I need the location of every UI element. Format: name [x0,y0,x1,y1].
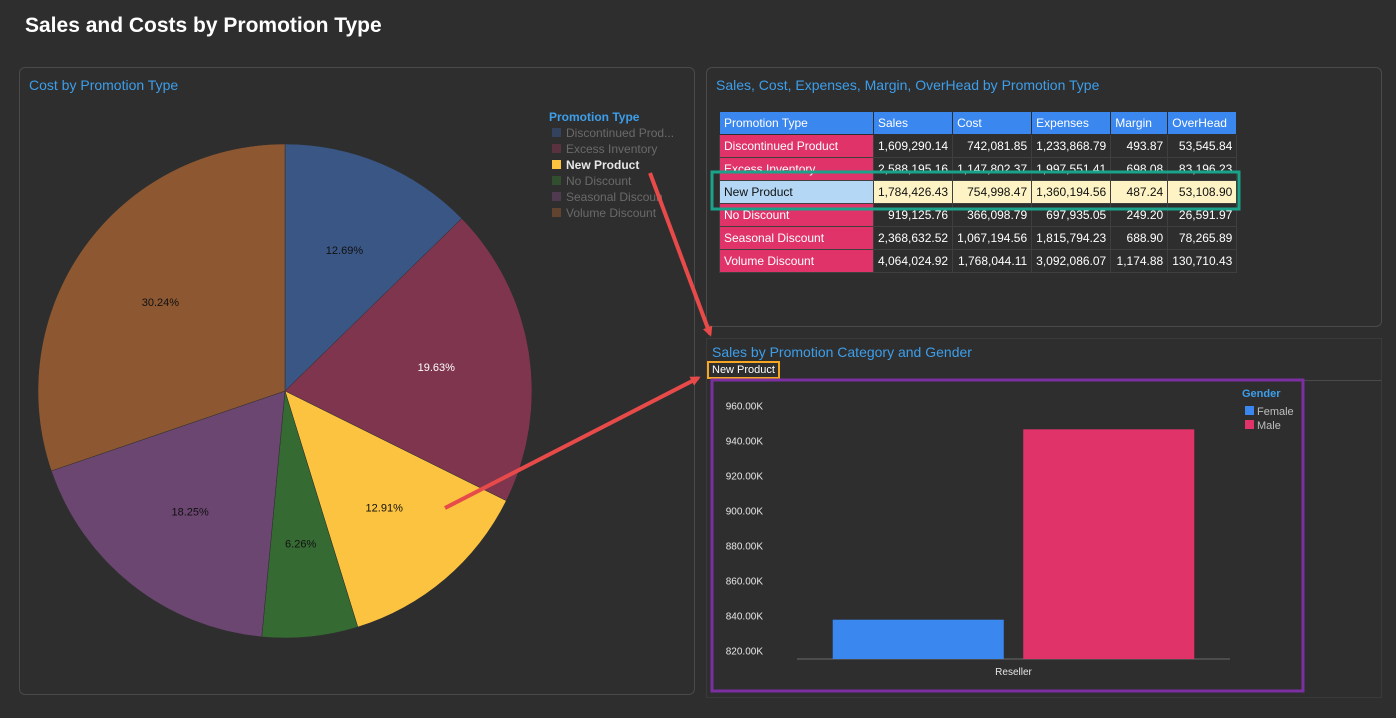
cell-margin: 249.20 [1110,203,1169,227]
bar-panel-title: Sales by Promotion Category and Gender [712,344,972,360]
legend-swatch-no-discount[interactable] [552,176,561,185]
x-category-label-reseller: Reseller [995,667,1032,678]
bar-male-reseller[interactable] [1023,429,1195,659]
pie-label-no-discount: 6.26% [285,538,316,550]
promotion-table-panel[interactable]: Sales, Cost, Expenses, Margin, OverHead … [706,67,1382,327]
bar-legend-title: Gender [1242,388,1281,400]
table-row-no-discount[interactable]: No Discount 919,125.76 366,098.79 697,935.0… [719,203,1238,227]
cell-sales: 4,064,024.92 [872,249,954,273]
table-header-row: Promotion Type Sales Cost Expenses Margin Ove… [719,111,1238,135]
pie-label-seasonal-discount: 18.25% [172,506,210,518]
y-tick-label: 840.00K [726,611,764,622]
cell-cost: 1,147,802.37 [952,157,1033,181]
y-tick-label: 940.00K [726,437,764,448]
column-header-sales[interactable]: Sales [872,111,954,135]
cell-expenses: 1,233,868.79 [1031,134,1112,158]
cell-sales: 2,368,632.52 [872,226,954,250]
pie-label-volume-discount: 30.24% [142,297,180,309]
table-row-volume-discount[interactable]: Volume Discount 4,064,024.92 1,768,044.11 3… [719,249,1238,273]
cell-overhead: 83,196.23 [1167,157,1238,181]
legend-item-new-product[interactable]: New Product [566,158,639,172]
cell-overhead: 78,265.89 [1167,226,1238,250]
cell-overhead: 53,108.90 [1167,180,1238,204]
cell-cost: 1,768,044.11 [952,249,1033,273]
column-header-expenses[interactable]: Expenses [1031,111,1112,135]
cell-expenses: 3,092,086.07 [1031,249,1112,273]
legend-item-discontinued-prod[interactable]: Discontinued Prod... [566,126,674,140]
promotion-table[interactable]: Promotion Type Sales Cost Expenses Margin Ove… [719,111,1238,273]
cell-overhead: 53,545.84 [1167,134,1238,158]
cell-cost: 366,098.79 [952,203,1033,227]
cell-margin: 1,174.88 [1110,249,1169,273]
column-header-cost[interactable]: Cost [952,111,1033,135]
row-label[interactable]: No Discount [719,203,874,227]
page-title: Sales and Costs by Promotion Type [25,14,382,37]
pie-legend-title: Promotion Type [549,110,640,124]
legend-swatch-female[interactable] [1245,406,1254,415]
pie-label-discontinued-product: 12.69% [326,245,364,257]
pie-panel-title: Cost by Promotion Type [29,77,179,93]
legend-swatch-excess-inventory[interactable] [552,144,561,153]
cell-expenses: 1,997,551.41 [1031,157,1112,181]
legend-item-male[interactable]: Male [1257,420,1281,432]
row-label[interactable]: Seasonal Discount [719,226,874,250]
pie-slice-discontinued-product[interactable] [284,143,463,392]
legend-swatch-discontinued-prod[interactable] [552,128,561,137]
cell-sales: 1,784,426.43 [872,180,954,204]
pie-slice-volume-discount[interactable] [37,143,286,472]
cell-sales: 2,588,195.16 [872,157,954,181]
y-tick-label: 960.00K [726,402,764,413]
table-row-excess-inventory[interactable]: Excess Inventory 2,588,195.16 1,147,802.37… [719,157,1238,181]
pie-slice-new-product[interactable] [284,390,507,628]
cell-margin: 487.24 [1110,180,1169,204]
legend-item-no-discount[interactable]: No Discount [566,174,632,188]
legend-swatch-volume-discount[interactable] [552,208,561,217]
table-row-new-product[interactable]: New Product 1,784,426.43 754,998.47 1,360,1… [719,180,1238,204]
row-label[interactable]: Discontinued Product [719,134,874,158]
gender-bar-chart[interactable]: 820.00K 840.00K 860.00K 880.00K 900.00K 920.0… [710,379,1310,697]
table-panel-title: Sales, Cost, Expenses, Margin, OverHead … [716,77,1100,93]
row-label[interactable]: Excess Inventory [719,157,874,181]
pie-label-new-product: 12.91% [366,503,404,515]
table-row-seasonal-discount[interactable]: Seasonal Discount 2,368,632.52 1,067,194.5… [719,226,1238,250]
bar-female-reseller[interactable] [832,619,1004,659]
cell-expenses: 697,935.05 [1031,203,1112,227]
row-label[interactable]: New Product [719,180,874,204]
pie-label-excess-inventory: 19.63% [418,362,456,374]
column-header-margin[interactable]: Margin [1110,111,1169,135]
cell-margin: 698.08 [1110,157,1169,181]
cell-expenses: 1,815,794.23 [1031,226,1112,250]
cell-margin: 493.87 [1110,134,1169,158]
legend-item-excess-inventory[interactable]: Excess Inventory [566,142,657,156]
pie-slice-seasonal-discount[interactable] [50,390,286,638]
cell-sales: 1,609,290.14 [872,134,954,158]
row-label[interactable]: Volume Discount [719,249,874,273]
cell-margin: 688.90 [1110,226,1169,250]
column-header-overhead[interactable]: OverHead [1167,111,1238,135]
y-tick-label: 900.00K [726,507,764,518]
cell-expenses: 1,360,194.56 [1031,180,1112,204]
cell-sales: 919,125.76 [872,203,954,227]
cell-overhead: 26,591.97 [1167,203,1238,227]
y-tick-label: 880.00K [726,541,764,552]
cost-pie-panel[interactable]: Cost by Promotion Type 12.69% 19.63% 12.91… [19,67,695,695]
column-header-promotion-type[interactable]: Promotion Type [719,111,874,135]
cell-cost: 1,067,194.56 [952,226,1033,250]
gender-bar-panel[interactable]: Sales by Promotion Category and Gender N… [706,338,1382,698]
y-tick-label: 860.00K [726,576,764,587]
legend-swatch-seasonal-discoun[interactable] [552,192,561,201]
cell-overhead: 130,710.43 [1167,249,1238,273]
y-tick-label: 820.00K [726,646,764,657]
legend-swatch-male[interactable] [1245,420,1254,429]
cell-cost: 754,998.47 [952,180,1033,204]
cell-cost: 742,081.85 [952,134,1033,158]
filter-chip-new-product[interactable]: New Product [707,361,780,379]
legend-item-seasonal-discoun[interactable]: Seasonal Discoun [566,190,663,204]
legend-item-volume-discount[interactable]: Volume Discount [566,206,657,220]
cost-pie-chart[interactable]: 12.69% 19.63% 12.91% 6.26% 18.25% 30.24% Promo… [20,68,694,694]
table-row-discontinued-product[interactable]: Discontinued Product 1,609,290.14 742,081.… [719,134,1238,158]
legend-item-female[interactable]: Female [1257,406,1294,418]
legend-swatch-new-product[interactable] [552,160,561,169]
y-tick-label: 920.00K [726,472,764,483]
